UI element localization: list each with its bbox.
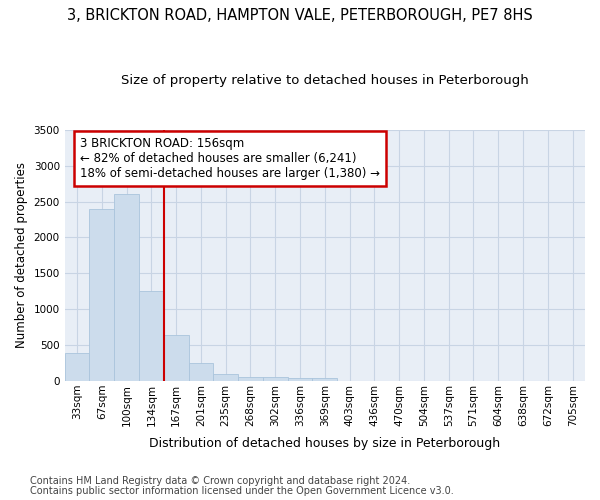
Bar xyxy=(313,378,337,381)
Text: 3, BRICKTON ROAD, HAMPTON VALE, PETERBOROUGH, PE7 8HS: 3, BRICKTON ROAD, HAMPTON VALE, PETERBOR… xyxy=(67,8,533,22)
Text: Contains public sector information licensed under the Open Government Licence v3: Contains public sector information licen… xyxy=(30,486,454,496)
Bar xyxy=(287,378,313,381)
Bar xyxy=(238,376,263,381)
Y-axis label: Number of detached properties: Number of detached properties xyxy=(15,162,28,348)
Bar xyxy=(164,335,188,381)
Title: Size of property relative to detached houses in Peterborough: Size of property relative to detached ho… xyxy=(121,74,529,88)
Bar xyxy=(114,194,139,381)
Bar xyxy=(139,292,164,381)
Bar xyxy=(89,208,114,381)
X-axis label: Distribution of detached houses by size in Peterborough: Distribution of detached houses by size … xyxy=(149,437,500,450)
Bar xyxy=(188,363,214,381)
Bar xyxy=(263,378,287,381)
Bar xyxy=(65,353,89,381)
Text: Contains HM Land Registry data © Crown copyright and database right 2024.: Contains HM Land Registry data © Crown c… xyxy=(30,476,410,486)
Text: 3 BRICKTON ROAD: 156sqm
← 82% of detached houses are smaller (6,241)
18% of semi: 3 BRICKTON ROAD: 156sqm ← 82% of detache… xyxy=(80,138,380,180)
Bar xyxy=(214,374,238,381)
